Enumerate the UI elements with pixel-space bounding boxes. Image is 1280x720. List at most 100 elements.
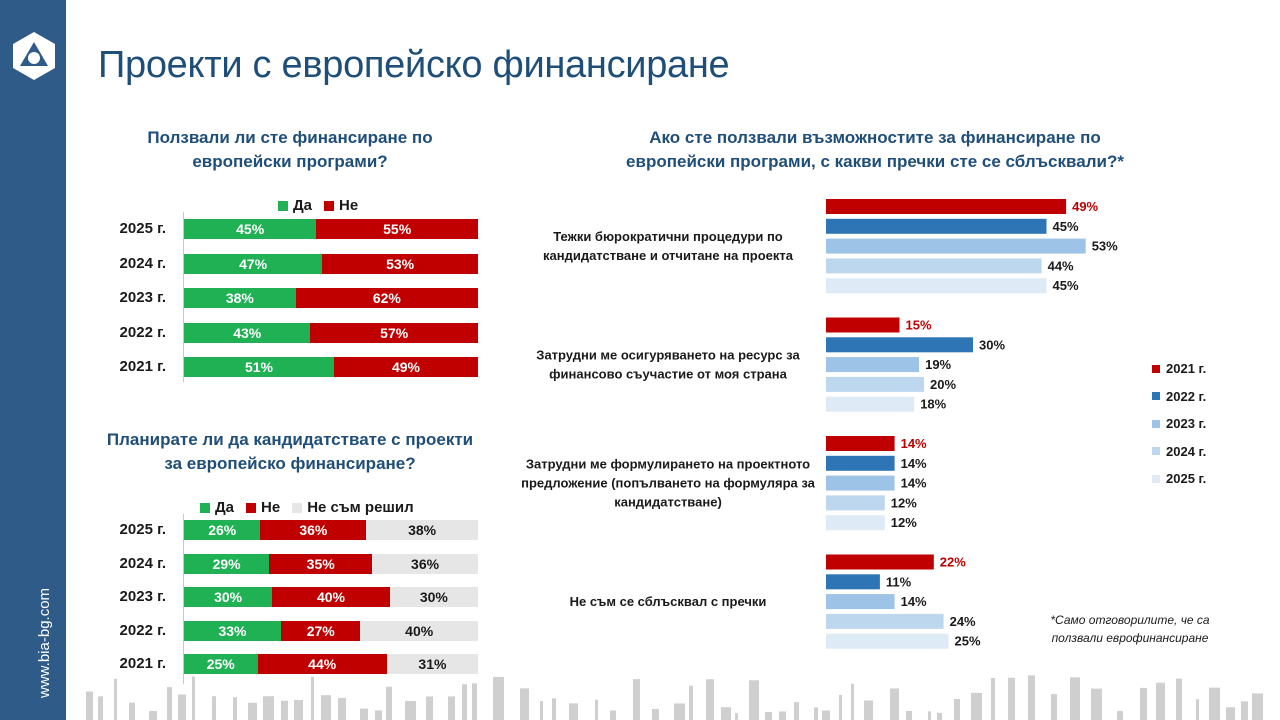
bar-row: 33% 27% 40% bbox=[184, 620, 478, 641]
legend-swatch-no bbox=[324, 200, 335, 211]
bar-segment: 43% bbox=[184, 322, 311, 343]
deco-bar bbox=[954, 698, 960, 720]
bar bbox=[826, 357, 920, 373]
year-label: 2021 г. bbox=[119, 655, 166, 672]
deco-bar bbox=[1117, 710, 1123, 720]
data-label: 18% bbox=[920, 397, 946, 412]
chart1-legend-no: Не bbox=[324, 197, 358, 214]
data-label: 14% bbox=[901, 456, 927, 471]
deco-bar bbox=[520, 688, 529, 720]
deco-bar bbox=[1008, 677, 1015, 720]
deco-bar bbox=[360, 708, 368, 720]
legend-label: 2021 г. bbox=[1166, 361, 1207, 376]
deco-bar bbox=[1226, 707, 1235, 720]
bar bbox=[826, 594, 895, 610]
bar bbox=[826, 317, 900, 333]
deco-bar bbox=[1091, 688, 1102, 720]
bar bbox=[826, 258, 1042, 274]
bar-segment: 30% bbox=[389, 587, 478, 607]
bar-row: 51% 49% bbox=[184, 357, 478, 377]
deco-bar bbox=[814, 707, 818, 720]
deco-bar bbox=[281, 700, 288, 720]
deco-bar bbox=[1209, 687, 1220, 720]
category-label: Затрудни ме осигуряването на ресурс за bbox=[536, 348, 800, 363]
deco-bar bbox=[540, 701, 543, 720]
data-label: 14% bbox=[901, 476, 927, 491]
legend-label-no: Не bbox=[261, 499, 281, 516]
bar bbox=[826, 376, 924, 392]
chart1-axis bbox=[183, 212, 184, 382]
bar-segment: 62% bbox=[295, 288, 478, 308]
legend-label: 2022 г. bbox=[1166, 388, 1207, 404]
legend-label-yes: Да bbox=[293, 197, 313, 214]
deco-bar bbox=[1140, 687, 1147, 720]
bar-segment: 25% bbox=[184, 654, 258, 674]
deco-bar bbox=[610, 710, 616, 720]
bar-segment: 44% bbox=[257, 654, 387, 674]
deco-bar bbox=[178, 694, 186, 720]
deco-bar bbox=[749, 680, 759, 720]
deco-bar bbox=[839, 694, 842, 720]
deco-bar bbox=[851, 683, 854, 720]
data-label: 25% bbox=[955, 634, 981, 649]
deco-bar bbox=[1241, 701, 1248, 720]
legend-label: 2024 г. bbox=[1166, 443, 1207, 459]
deco-bar bbox=[86, 691, 93, 720]
data-label: 45% bbox=[1053, 219, 1079, 234]
deco-bar bbox=[448, 696, 455, 720]
category-label: Тежки бюрократични процедури по bbox=[553, 229, 783, 244]
deco-bar bbox=[248, 702, 257, 720]
bar bbox=[826, 337, 973, 353]
data-label: 45% bbox=[1053, 278, 1079, 293]
deco-bar bbox=[822, 710, 830, 720]
chart2-legend-undecided: Не съм решил bbox=[292, 499, 414, 516]
bar-segment: 35% bbox=[269, 553, 373, 574]
deco-bar bbox=[890, 688, 899, 720]
decorative-bars bbox=[86, 675, 1263, 720]
legend-swatch bbox=[1152, 419, 1160, 428]
deco-bar bbox=[1252, 693, 1263, 720]
footnote: *Само отговорилите, че са ползвали евроф… bbox=[1050, 613, 1210, 645]
legend-swatch-yes bbox=[278, 200, 288, 211]
chart3-title: Ако сте ползвали възможностите за финанс… bbox=[626, 128, 1124, 171]
bar bbox=[826, 613, 944, 629]
category-label: кандидатстване) bbox=[614, 495, 722, 510]
category-label: кандидатстване и отчитане на проекта bbox=[543, 248, 794, 263]
bar-segment: 53% bbox=[322, 253, 478, 274]
bar bbox=[826, 495, 885, 511]
category-label: предложение (попълването на формуляра за bbox=[521, 476, 816, 491]
legend-label-undecided: Не съм решил bbox=[307, 499, 414, 516]
legend-label: 2023 г. bbox=[1166, 416, 1207, 431]
legend-item: 2023 г. bbox=[1152, 416, 1206, 431]
chart2-legend: Да Не Не съм решил bbox=[200, 499, 414, 516]
chart2-title: Планирате ли да кандидатствате с проекти… bbox=[106, 430, 474, 473]
deco-bar bbox=[674, 703, 685, 720]
deco-bar bbox=[375, 710, 382, 720]
legend-label-no: Не bbox=[339, 197, 359, 214]
deco-bar bbox=[937, 712, 942, 720]
deco-bar bbox=[765, 711, 772, 720]
deco-bar bbox=[633, 679, 640, 720]
data-label: 12% bbox=[891, 515, 917, 530]
bar-row: 30% 40% 30% bbox=[184, 587, 478, 607]
deco-bar bbox=[426, 696, 433, 720]
deco-bar bbox=[689, 685, 693, 720]
deco-bar bbox=[1028, 675, 1035, 720]
bar-segment: 51% bbox=[184, 357, 334, 377]
bar-segment: 29% bbox=[184, 553, 270, 574]
legend-swatch-yes bbox=[200, 502, 210, 513]
deco-bar bbox=[569, 703, 578, 720]
bar-row: 38% 62% bbox=[184, 288, 478, 308]
bar-segment: 55% bbox=[316, 219, 478, 239]
legend-swatch bbox=[1152, 364, 1160, 373]
bar bbox=[826, 455, 895, 471]
legend-item: 2022 г. bbox=[1152, 389, 1206, 404]
deco-bar bbox=[552, 698, 556, 720]
deco-bar bbox=[472, 683, 477, 720]
bar-segment: 47% bbox=[184, 253, 323, 274]
legend-swatch bbox=[1152, 392, 1160, 400]
deco-bar bbox=[311, 676, 314, 720]
data-label: 14% bbox=[901, 594, 927, 609]
bar bbox=[826, 633, 949, 649]
